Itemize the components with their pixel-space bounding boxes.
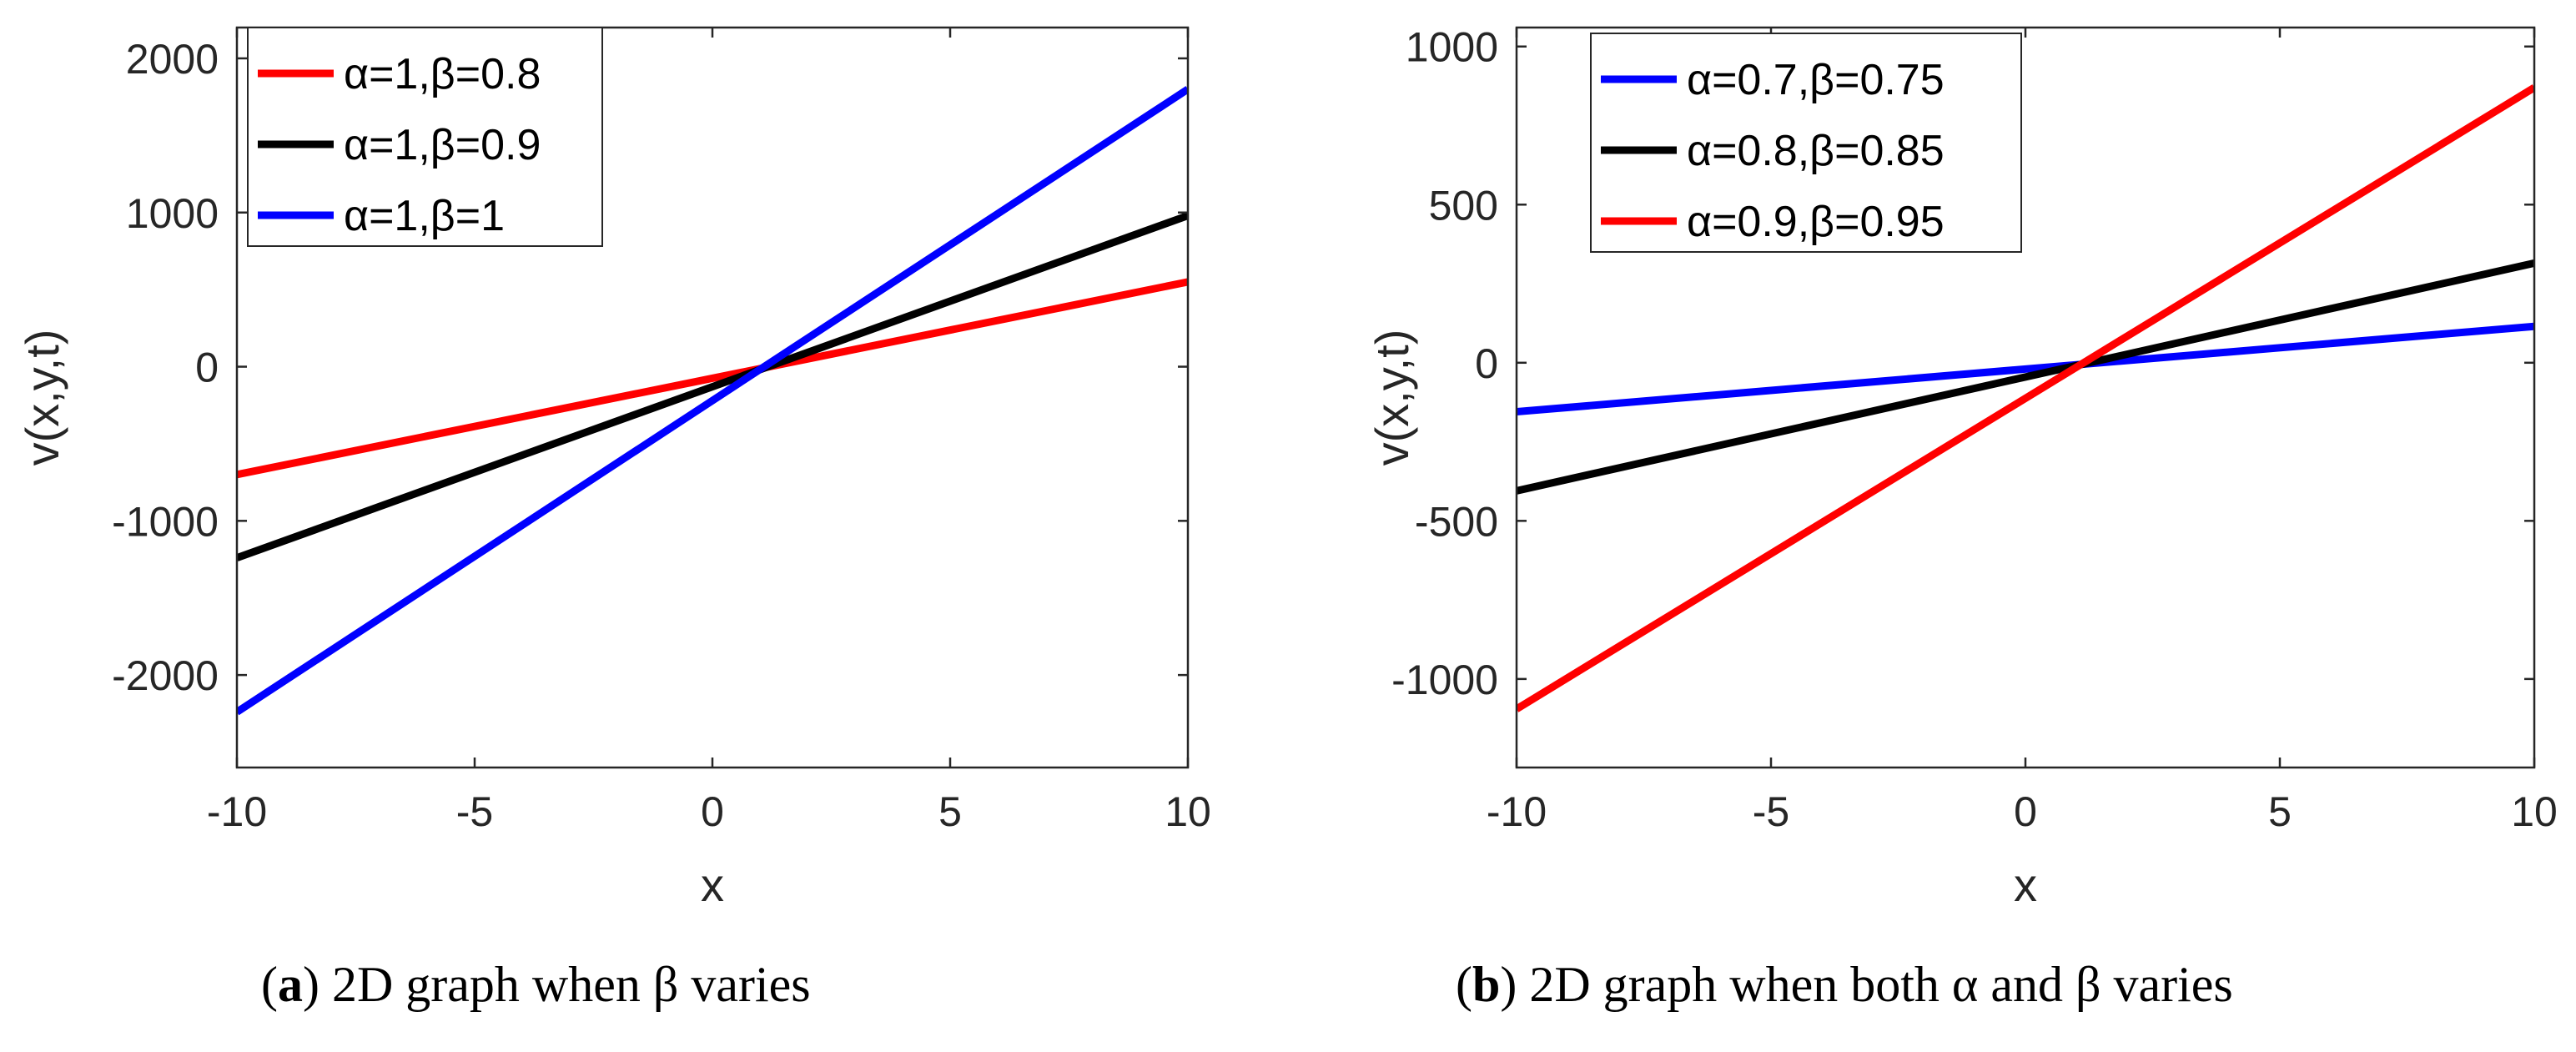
caption-label: a — [278, 957, 303, 1012]
y-tick-label: -1000 — [1391, 657, 1498, 703]
caption-paren-open: ( — [1456, 957, 1472, 1012]
legend-entry-3: α=1,β=1 — [344, 192, 505, 240]
x-tick-label: 10 — [2511, 788, 2558, 835]
x-tick-label: 0 — [701, 788, 724, 835]
y-tick-label: 1000 — [126, 190, 219, 237]
caption-label: b — [1472, 957, 1500, 1012]
x-tick-label: 10 — [1165, 788, 1211, 835]
caption-paren-open: ( — [261, 957, 278, 1012]
legend: α=0.7,β=0.75 α=0.8,β=0.85 α=0.9,β=0.95 — [1590, 33, 2022, 253]
legend-entry-3: α=0.9,β=0.95 — [1687, 198, 1945, 246]
y-tick-label: 0 — [1475, 340, 1498, 387]
legend-box — [1590, 33, 2022, 253]
y-tick-label: 2000 — [126, 36, 219, 83]
y-axis-label: v(x,y,t) — [16, 330, 68, 466]
panel-b: -10 -5 0 5 10 -1000 -500 0 500 1000 x v(x,y,t) α=0.7… — [1366, 24, 2558, 1012]
x-axis-label: x — [701, 858, 724, 911]
y-tick-label: 0 — [195, 345, 219, 391]
y-tick-label: -500 — [1415, 498, 1498, 545]
caption-text: 2D graph when both α and β varies — [1529, 957, 2232, 1012]
x-axis-label: x — [2014, 858, 2037, 911]
x-tick-label: -10 — [1487, 788, 1547, 835]
x-tick-label: 0 — [2014, 788, 2037, 835]
panel-caption: (a) 2D graph when β varies — [261, 957, 811, 1012]
legend-entry-2: α=1,β=0.9 — [344, 121, 541, 169]
y-tick-label: 500 — [1429, 182, 1498, 229]
y-tick-label: -2000 — [112, 652, 219, 699]
series-line-2 — [237, 212, 1188, 561]
x-tick-label: -5 — [456, 788, 493, 835]
y-tick-label: 1000 — [1406, 24, 1498, 71]
panel-caption: (b) 2D graph when both α and β varies — [1456, 957, 2233, 1012]
caption-paren-close: ) — [303, 957, 332, 1012]
series-line-3 — [1517, 84, 2534, 712]
series-line-2 — [1517, 259, 2534, 495]
legend-entry-1: α=0.7,β=0.75 — [1687, 56, 1945, 104]
x-tick-label: 5 — [938, 788, 962, 835]
series-line-1 — [237, 278, 1188, 479]
legend-entry-2: α=0.8,β=0.85 — [1687, 127, 1945, 175]
panel-a: -10 -5 0 5 10 -2000 -1000 0 1000 2000 x v(x,y,t) α=1… — [16, 26, 1211, 1012]
y-axis-label: v(x,y,t) — [1366, 330, 1418, 466]
x-tick-label: -5 — [1753, 788, 1789, 835]
legend: α=1,β=0.8 α=1,β=0.9 α=1,β=1 — [247, 27, 603, 247]
series-line-3 — [237, 86, 1188, 716]
series-line-1 — [1517, 322, 2534, 416]
legend-box — [247, 27, 603, 247]
x-tick-label: 5 — [2268, 788, 2292, 835]
caption-text: 2D graph when β varies — [332, 957, 811, 1012]
legend-entry-1: α=1,β=0.8 — [344, 50, 541, 98]
y-tick-label: -1000 — [112, 498, 219, 545]
caption-paren-close: ) — [1500, 957, 1529, 1012]
x-tick-label: -10 — [207, 788, 267, 835]
